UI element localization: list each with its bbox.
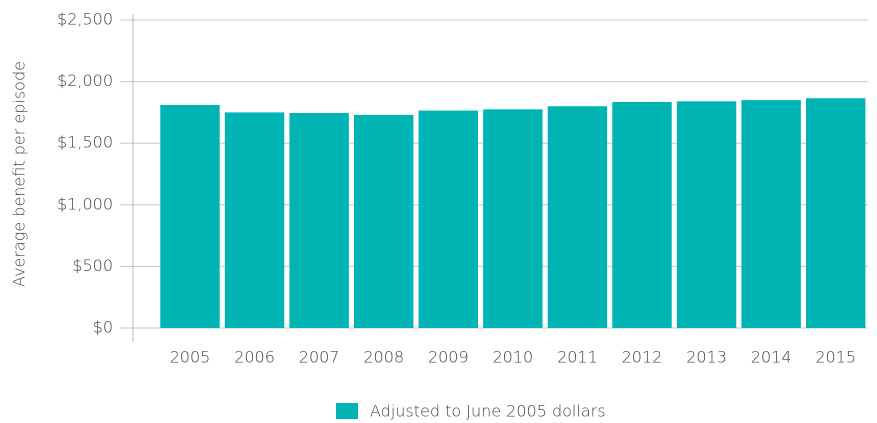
bar	[806, 98, 866, 329]
x-tick-label: 2013	[686, 348, 727, 367]
x-tick-label: 2010	[492, 348, 533, 367]
legend-label: Adjusted to June 2005 dollars	[370, 402, 606, 421]
x-tick-label: 2012	[622, 348, 663, 367]
x-tick-label: 2007	[299, 348, 340, 367]
x-tick-label: 2015	[815, 348, 856, 367]
y-axis-label: Average benefit per episode	[10, 61, 29, 287]
x-tick-label: 2008	[363, 348, 404, 367]
bar	[160, 105, 220, 329]
y-tick-label: $2,500	[57, 10, 113, 29]
x-tick-label: 2009	[428, 348, 469, 367]
bar	[547, 106, 608, 329]
bar	[289, 113, 349, 329]
bar	[483, 109, 543, 328]
y-tick-label: $2,000	[57, 71, 113, 90]
bar	[676, 101, 737, 328]
bar	[741, 100, 801, 328]
x-tick-label: 2005	[170, 348, 211, 367]
y-tick-label: $500	[72, 256, 113, 275]
x-tick-label: 2014	[751, 348, 792, 367]
y-tick-label: $1,500	[57, 133, 113, 152]
y-tick-label: $1,000	[57, 194, 113, 213]
bar	[418, 110, 478, 328]
bar	[224, 112, 285, 329]
y-tick-label: $0	[93, 318, 113, 337]
legend-swatch	[336, 403, 358, 419]
bar	[612, 101, 672, 328]
x-tick-label: 2011	[557, 348, 598, 367]
x-tick-label: 2006	[234, 348, 275, 367]
bar	[354, 114, 414, 328]
